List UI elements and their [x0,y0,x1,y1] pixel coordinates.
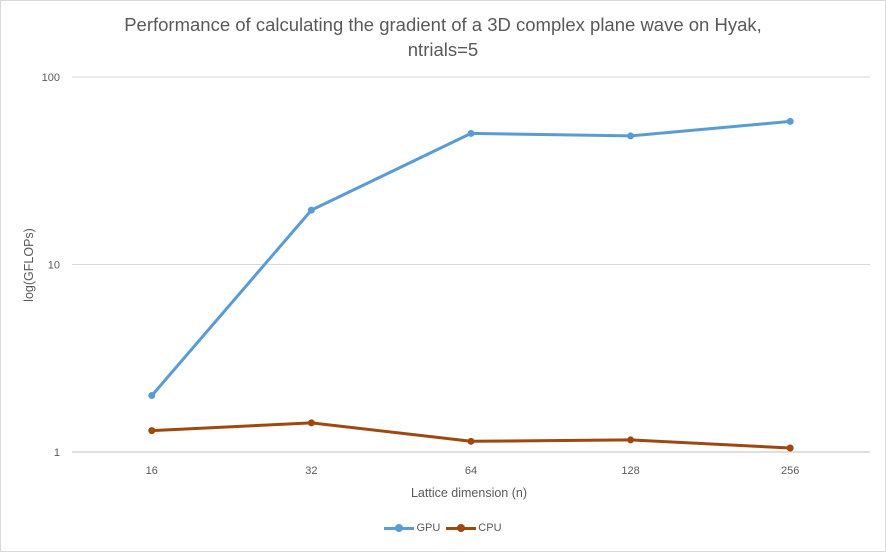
y-tick-label: 100 [42,72,60,84]
chart-title: Performance of calculating the gradient … [0,12,886,62]
legend-label-cpu: CPU [478,522,502,534]
legend-item-gpu: GPU [384,521,440,535]
chart-legend: GPU CPU [0,521,886,535]
data-point-gpu [467,129,475,137]
data-point-gpu [307,206,315,214]
data-point-cpu [467,437,475,445]
legend-item-cpu: CPU [446,521,502,535]
data-point-cpu [786,444,794,452]
x-tick-label: 64 [465,465,477,477]
x-tick-label: 128 [621,465,639,477]
y-axis-ticks: 1 10 100 [42,72,60,459]
y-tick-label: 1 [54,447,60,459]
series-group [148,117,794,452]
data-point-cpu [148,427,156,435]
x-tick-label: 16 [146,465,158,477]
x-axis-ticks: 16 32 64 128 256 [146,465,800,477]
data-point-cpu [627,436,635,444]
legend-label-gpu: GPU [416,522,441,534]
gridlines [72,76,870,453]
series-line-gpu [150,119,792,398]
x-tick-label: 256 [781,465,799,477]
data-point-gpu [627,132,635,140]
data-point-gpu [786,117,794,125]
y-tick-label: 10 [48,260,60,272]
chart-title-line-2: ntrials=5 [407,39,479,60]
y-axis-label: log(GFLOPs) [22,228,36,302]
legend-swatch-gpu [384,521,415,535]
x-tick-label: 32 [305,465,317,477]
chart-title-line-1: Performance of calculating the gradient … [124,14,762,35]
data-point-gpu [148,392,156,400]
legend-swatch-cpu [446,521,477,535]
data-point-cpu [307,419,315,427]
x-axis-label: Lattice dimension (n) [411,486,527,500]
